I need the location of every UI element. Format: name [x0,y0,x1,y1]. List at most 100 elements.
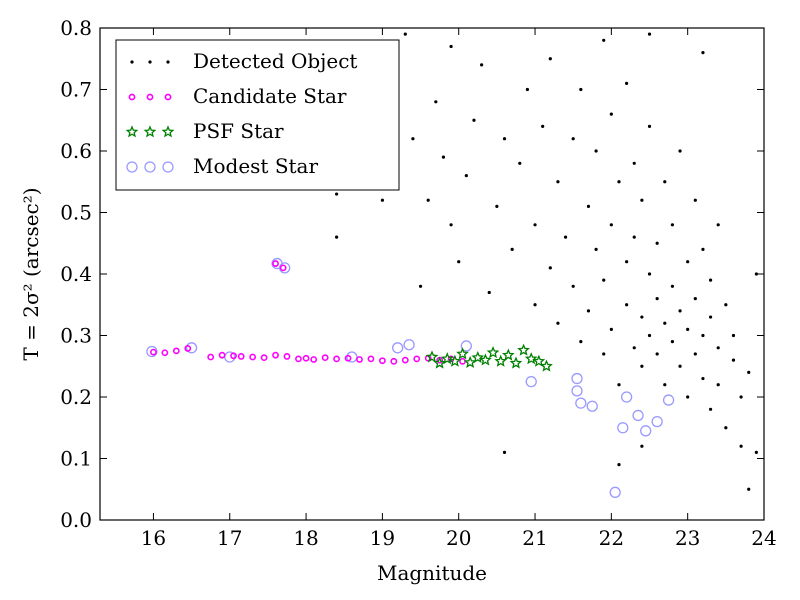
detected-object-point [418,284,423,288]
detected-object-point [739,395,743,399]
detected-object-point [449,223,453,227]
detected-object-point [380,198,384,202]
legend-marker-modest [162,161,174,173]
candidate-star-point [161,349,169,357]
modest-star-point [525,375,537,388]
detected-object-point [632,235,636,239]
y-tick-label: 0.3 [60,324,92,348]
detected-object-point [411,137,415,141]
psf-star-point [494,354,508,367]
candidate-star-point [272,260,279,267]
psf-star-point [501,348,515,361]
detected-object-point [693,297,697,301]
detected-object-point [701,376,705,381]
psf-star-point [440,352,454,365]
detected-object-point [533,303,537,307]
candidate-star-point [321,354,329,362]
detected-object-point [663,321,667,325]
legend: Detected Object Candidate Star PSF Star … [115,39,400,191]
detected-object-point [701,247,705,251]
psf-star-point [425,350,439,363]
detected-object-point [334,235,339,239]
x-tick-label: 16 [141,526,166,550]
detected-object-point [670,223,675,227]
detected-object-point [571,137,575,141]
candidate-star-point [302,354,310,362]
x-tick-label: 18 [293,526,318,550]
detected-object-point [731,333,736,338]
candidate-star-point [230,352,237,360]
detected-object-point [563,235,568,239]
detected-object-point [686,327,690,331]
legend-marker-candidate [164,93,172,101]
candidate-star-point [390,357,398,365]
detected-object-point [602,38,606,42]
detected-object-point [510,247,514,251]
legend-label-modest: Modest Star [193,154,318,178]
detected-object-point [533,223,537,227]
detected-object-point [724,426,728,430]
detected-object-point [548,266,552,270]
candidate-star-point [378,357,386,365]
detected-object-point [609,223,613,227]
modest-star-point [620,391,633,403]
detected-object-point [518,161,522,165]
psf-star-point [532,354,546,367]
modest-star-point [460,340,472,352]
detected-object-point [647,124,652,128]
detected-object-point [556,180,560,184]
candidate-star-point [237,353,245,360]
legend-markers [125,60,175,173]
candidate-star-point [150,348,157,356]
detected-object-point [472,118,476,122]
x-tick-label: 21 [522,526,547,550]
psf-star-point [463,355,477,368]
candidate-star-point [260,354,268,362]
detected-object-point [640,364,644,368]
detected-object-point [571,284,575,288]
detected-object-point [625,81,629,85]
candidate-star-point [367,355,375,363]
detected-object-point [655,297,659,301]
detected-object-point [640,315,644,319]
legend-marker-psf [161,125,175,138]
detected-object-point [663,180,667,184]
legend-marker-modest [126,161,138,173]
candidate-star-point [295,355,302,363]
detected-object-point [686,260,690,264]
detected-object-point [632,161,636,165]
candidate-star-point [310,356,318,363]
detected-object-point [495,204,499,208]
detected-object-point [747,370,751,374]
modest-star-point [632,409,644,422]
detected-object-point [434,100,438,104]
detected-object-point [693,352,697,356]
modest-star-point [640,425,652,437]
detected-object-point [457,260,461,264]
candidate-star-point [356,356,363,363]
detected-object-point [449,44,453,49]
detected-object-point [632,346,636,350]
detected-object-point [693,198,697,202]
detected-object-point [502,450,507,454]
detected-object-point [609,112,613,116]
legend-label-psf: PSF Star [193,119,284,143]
modest-star-point [571,385,583,397]
modest-star-point [185,342,198,354]
legend-marker-candidate [146,93,154,101]
detected-object-point [541,124,545,128]
detected-object-point [678,149,682,153]
candidate-star-point [272,351,279,359]
psf-star-point [471,350,485,364]
modest-star-point [575,397,587,409]
detected-object-point [647,272,652,276]
legend-marker-psf [125,125,139,138]
detected-object-point [747,487,751,491]
psf-star-point [509,356,523,369]
y-tick-label: 0.8 [60,16,92,40]
psf-star-point [524,352,538,365]
psf-star-point [433,356,446,369]
modest-star-point [279,262,291,274]
detected-object-point [594,247,598,251]
modest-star-point [403,339,415,351]
